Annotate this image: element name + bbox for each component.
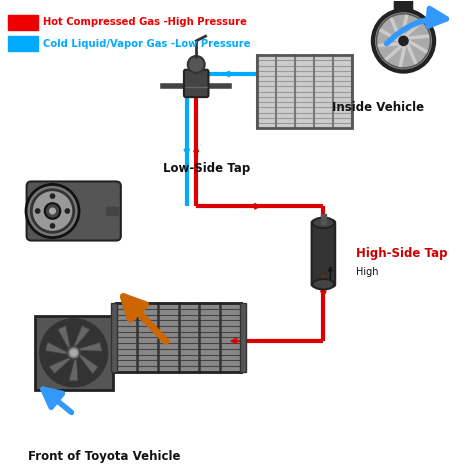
Bar bbox=[8, 15, 38, 30]
Bar bbox=[8, 36, 38, 51]
Polygon shape bbox=[73, 326, 90, 349]
Bar bbox=[106, 207, 118, 215]
Polygon shape bbox=[46, 342, 70, 355]
Bar bbox=[321, 214, 326, 224]
Circle shape bbox=[71, 350, 76, 356]
FancyBboxPatch shape bbox=[27, 182, 121, 240]
Circle shape bbox=[67, 346, 80, 359]
Text: Cold Liquid/Vapor Gas -Low Pressure: Cold Liquid/Vapor Gas -Low Pressure bbox=[43, 39, 251, 49]
Bar bbox=[240, 303, 246, 372]
Text: High: High bbox=[356, 267, 379, 277]
Polygon shape bbox=[58, 326, 71, 351]
Text: Hot Compressed Gas -High Pressure: Hot Compressed Gas -High Pressure bbox=[43, 18, 247, 27]
Text: Inside Vehicle: Inside Vehicle bbox=[331, 100, 424, 114]
Circle shape bbox=[373, 10, 434, 72]
Text: High-Side Tap: High-Side Tap bbox=[356, 247, 448, 260]
Polygon shape bbox=[78, 353, 98, 374]
FancyBboxPatch shape bbox=[184, 70, 209, 97]
Bar bbox=[116, 303, 241, 372]
Polygon shape bbox=[76, 342, 102, 351]
Circle shape bbox=[50, 208, 55, 214]
Circle shape bbox=[40, 319, 107, 386]
Circle shape bbox=[36, 209, 40, 213]
Circle shape bbox=[26, 184, 79, 237]
Bar bbox=[116, 303, 241, 372]
Polygon shape bbox=[49, 356, 73, 374]
Bar bbox=[111, 303, 117, 372]
Circle shape bbox=[376, 14, 430, 68]
Text: Front of Toyota Vehicle: Front of Toyota Vehicle bbox=[28, 450, 181, 463]
Bar bbox=[35, 316, 113, 390]
Circle shape bbox=[50, 224, 55, 228]
Bar bbox=[257, 55, 352, 128]
Text: Low-Side Tap: Low-Side Tap bbox=[163, 162, 250, 175]
FancyBboxPatch shape bbox=[394, 0, 412, 18]
Ellipse shape bbox=[312, 218, 334, 228]
Circle shape bbox=[399, 36, 408, 46]
Circle shape bbox=[65, 209, 70, 213]
Bar bbox=[257, 55, 352, 128]
Circle shape bbox=[50, 194, 55, 198]
Polygon shape bbox=[69, 356, 78, 381]
FancyBboxPatch shape bbox=[311, 220, 335, 287]
Circle shape bbox=[188, 56, 205, 73]
Circle shape bbox=[45, 203, 60, 219]
Ellipse shape bbox=[312, 279, 334, 290]
Circle shape bbox=[31, 190, 74, 232]
